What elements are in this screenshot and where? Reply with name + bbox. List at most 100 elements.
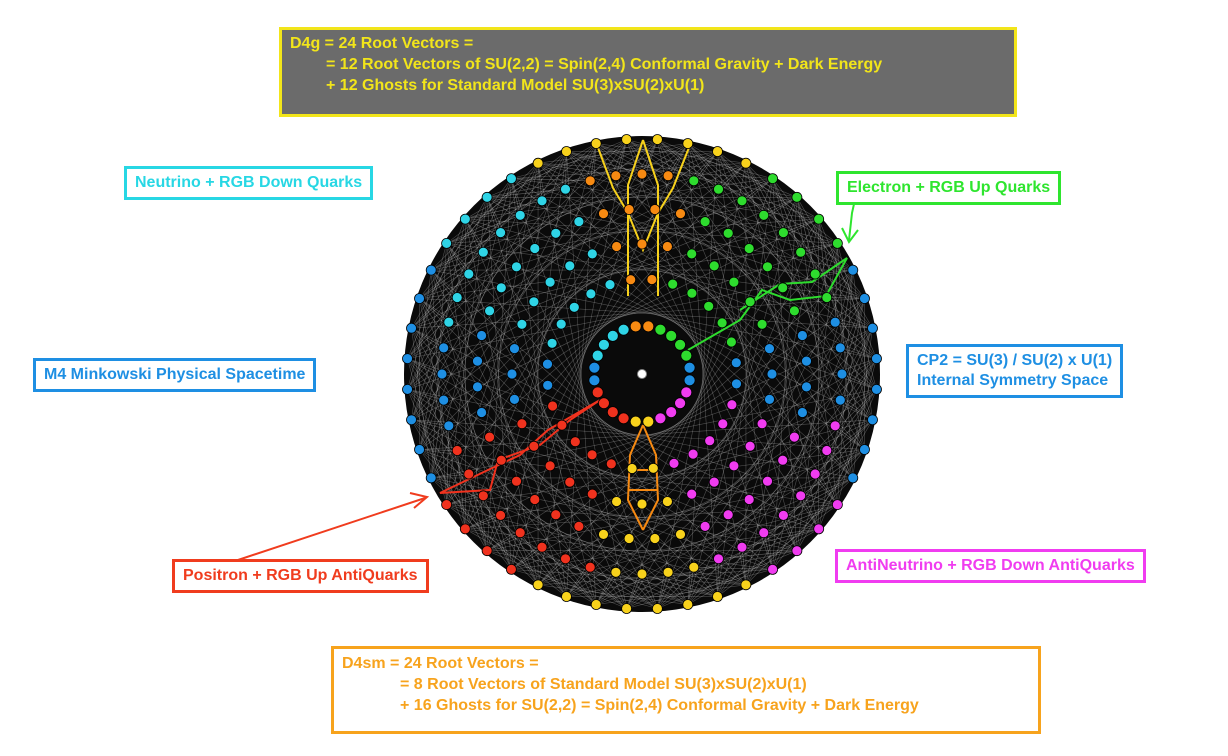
root-vector-dot (590, 599, 602, 610)
gravity-path (642, 139, 659, 213)
chord-line (667, 143, 689, 176)
root-vector-dot (680, 349, 693, 362)
root-vector-dot (859, 444, 870, 455)
root-vector-dot (667, 278, 679, 290)
root-vector-dot (588, 374, 601, 387)
chord-line (718, 550, 797, 560)
chord-line (657, 139, 798, 198)
root-vector-dot (550, 227, 562, 239)
root-vector-dot (832, 499, 843, 511)
root-vector-dot (606, 329, 619, 342)
chord-line (840, 399, 873, 421)
chord-line (431, 232, 501, 271)
chord-line (566, 298, 865, 597)
root-vector-dot (726, 399, 738, 411)
chord-line (511, 178, 591, 182)
root-vector-dot (646, 274, 658, 285)
chord-line (487, 188, 566, 198)
chord-line (657, 477, 853, 609)
gravity-path (596, 144, 629, 296)
chord-line (411, 270, 432, 420)
chord-line (431, 477, 627, 609)
chord-line (717, 558, 719, 597)
chord-line (446, 243, 865, 299)
chord-line (717, 151, 873, 329)
root-vector-dot (477, 490, 489, 502)
chord-line (837, 358, 877, 505)
root-vector-dot (436, 368, 448, 380)
chord-line (511, 178, 521, 216)
chord-line (486, 477, 853, 551)
root-vector-dot (604, 279, 616, 291)
root-vector-dot (505, 173, 517, 185)
chord-line (446, 243, 470, 275)
chord-line (465, 143, 688, 220)
root-vector-dot (590, 138, 602, 149)
chord-line (411, 328, 488, 551)
chord-line (465, 143, 597, 220)
chord-line (687, 143, 865, 299)
root-vector-dot (514, 209, 526, 221)
chord-line (411, 419, 567, 597)
chord-line (511, 358, 877, 570)
chord-line (834, 425, 865, 450)
root-vector-dot (598, 208, 609, 220)
root-vector-dot (756, 318, 768, 330)
chord-line (772, 178, 877, 390)
chord-line (511, 449, 865, 570)
chord-line (772, 178, 801, 253)
positron-label: Positron + RGB Up AntiQuarks (172, 559, 429, 593)
chord-line (430, 269, 597, 605)
root-vector-dot (509, 343, 520, 355)
chord-line (407, 358, 689, 605)
chord-line (826, 389, 877, 451)
chord-line (446, 243, 658, 609)
chord-line (411, 327, 444, 349)
chord-line (852, 270, 873, 420)
root-vector-dot (682, 138, 694, 149)
root-vector-dot (674, 338, 686, 351)
root-vector-dot (642, 320, 655, 333)
chord-line (431, 477, 539, 585)
chord-line (511, 178, 865, 299)
root-vector-dot (414, 444, 425, 455)
chord-line (407, 178, 773, 390)
root-vector-dot (713, 553, 724, 565)
chord-line (411, 162, 747, 329)
chord-line (687, 151, 718, 605)
chord-line (626, 504, 838, 609)
chord-line (717, 151, 838, 244)
d4g-root-vectors-box: D4g = 24 Root Vectors = = 12 Root Vector… (279, 27, 1017, 117)
chord-line (486, 389, 877, 551)
chord-line (626, 139, 773, 179)
chord-line (407, 322, 450, 390)
chord-line (615, 139, 627, 176)
root-vector-dot (584, 561, 596, 573)
chord-line (411, 298, 865, 329)
chord-line (687, 528, 819, 605)
root-vector-dot (441, 237, 453, 249)
chord-line (446, 215, 521, 244)
chord-line (538, 162, 616, 177)
root-vector-dot (652, 603, 663, 614)
chord-line (419, 449, 773, 570)
root-vector-dot (586, 449, 598, 461)
root-vector-dot (797, 407, 808, 418)
chord-line (763, 197, 798, 216)
chord-line (419, 218, 466, 450)
chord-line (407, 389, 718, 597)
root-vector-dots (402, 134, 882, 614)
root-vector-dot (529, 494, 541, 505)
chord-line (566, 151, 597, 605)
chord-line (446, 504, 658, 609)
chord-line (465, 139, 627, 530)
chord-line (446, 504, 567, 597)
chord-line (407, 178, 512, 390)
root-vector-dot (665, 329, 678, 342)
chord-line (741, 178, 773, 202)
chord-line (537, 419, 873, 586)
chord-line (566, 151, 877, 359)
chord-line (657, 298, 865, 609)
chord-line (446, 139, 658, 244)
root-vector-dot (636, 498, 648, 510)
